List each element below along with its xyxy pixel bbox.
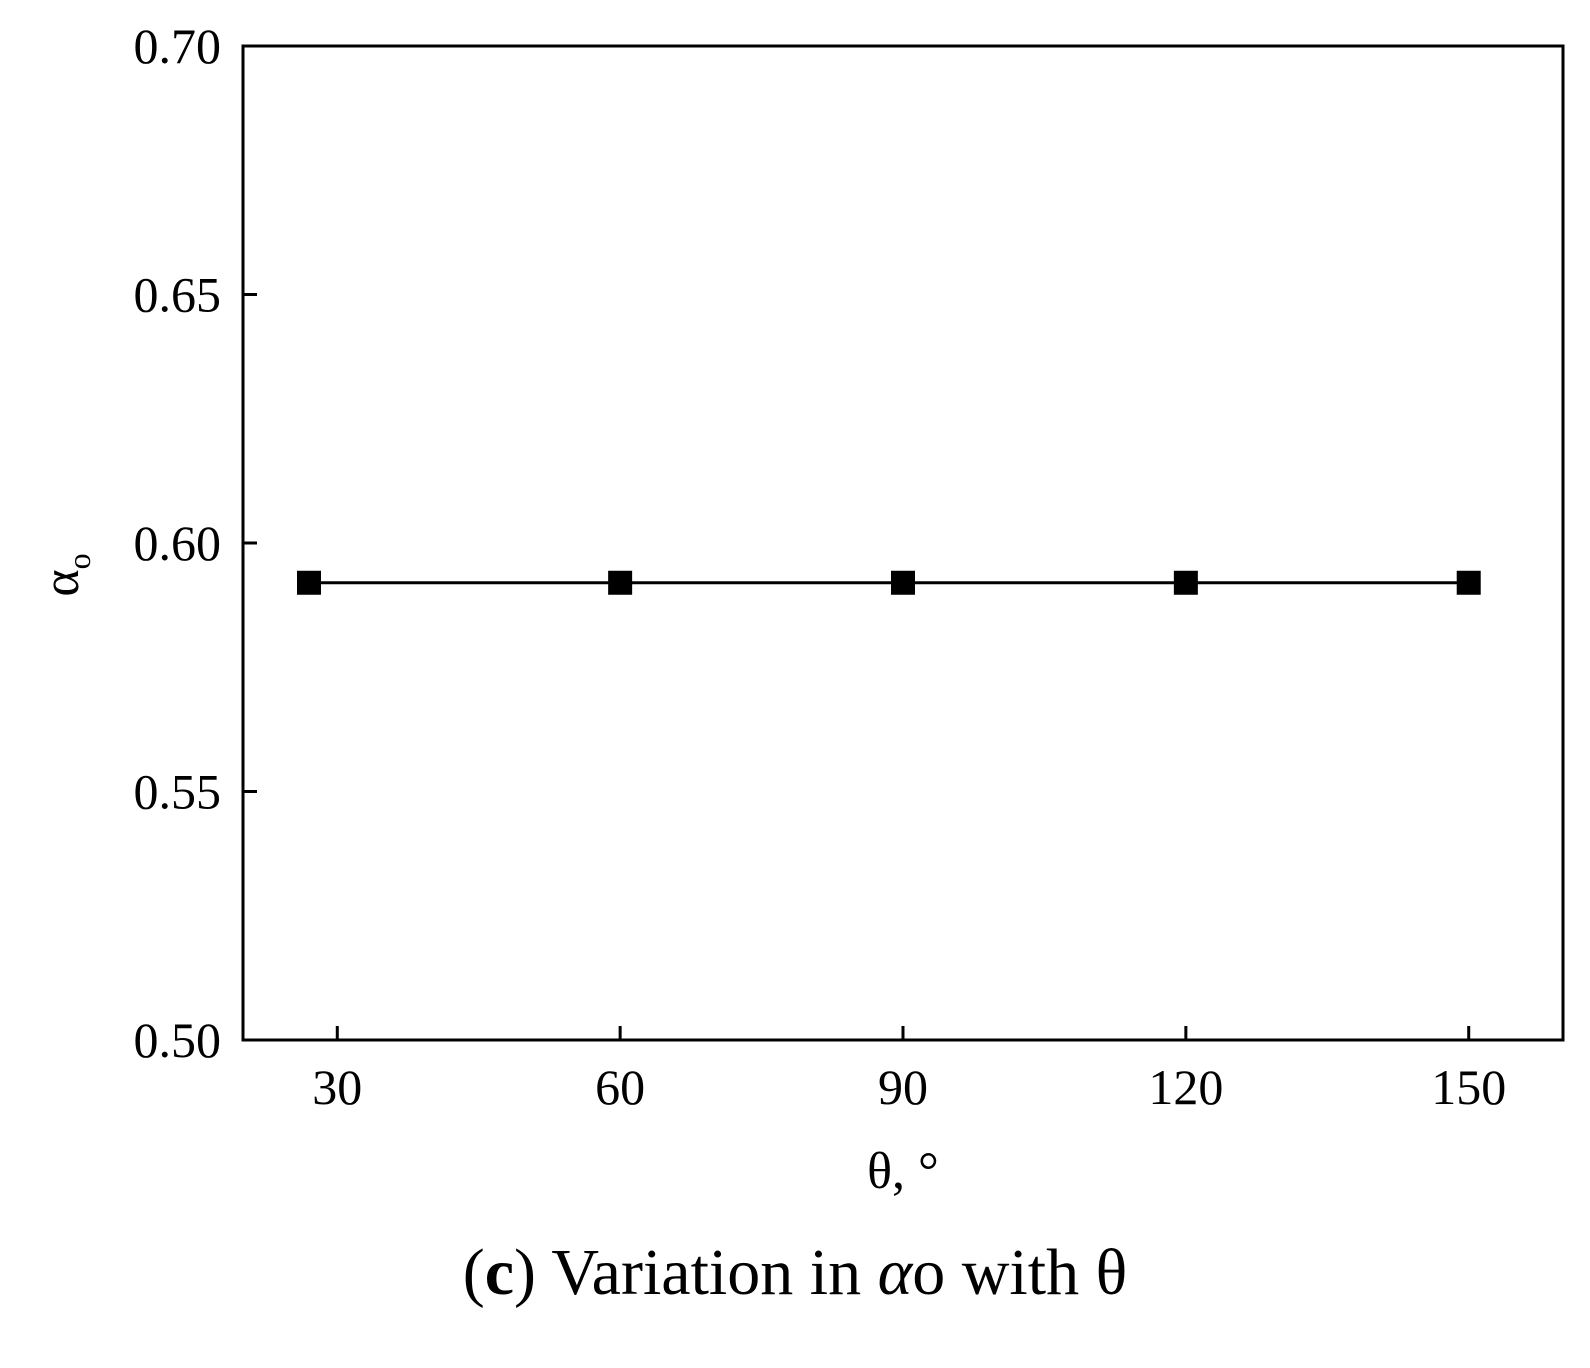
- caption-letter: c: [484, 1236, 515, 1309]
- caption-text-after: with θ: [945, 1236, 1128, 1309]
- y-axis-label: αo: [33, 553, 97, 596]
- y-tick-label: 0.60: [134, 515, 222, 571]
- y-axis-label-symbol: α: [33, 569, 90, 596]
- caption-close-paren: ): [514, 1236, 537, 1309]
- x-tick-label: 150: [1431, 1059, 1506, 1115]
- y-tick-label: 0.65: [134, 267, 222, 323]
- caption-open-paren: (: [462, 1236, 485, 1309]
- caption-symbol-subscript: o: [912, 1236, 946, 1309]
- figure-caption: (c) Variation in αo with θ: [0, 1235, 1590, 1311]
- x-tick-label: 60: [595, 1059, 645, 1115]
- plot-frame: [241, 44, 1565, 1042]
- series-group: [297, 570, 1481, 595]
- x-axis-ticks: 30 60 90 120 150: [312, 1026, 1506, 1115]
- y-tick-label: 0.50: [134, 1012, 222, 1068]
- y-tick-label: 0.70: [134, 18, 222, 74]
- data-point: [608, 570, 633, 595]
- y-axis-label-subscript: o: [61, 553, 97, 569]
- data-point: [1173, 570, 1198, 595]
- data-point: [297, 570, 321, 595]
- x-tick-label: 120: [1148, 1059, 1223, 1115]
- data-point: [891, 570, 915, 595]
- y-axis-ticks: 0.50 0.55 0.60 0.65 0.70: [134, 18, 257, 1068]
- x-tick-label: 90: [878, 1059, 928, 1115]
- data-point: [1456, 570, 1481, 595]
- x-axis-label: θ, °: [867, 1143, 939, 1200]
- caption-text-before: Variation in: [536, 1236, 878, 1309]
- caption-symbol: α: [877, 1236, 913, 1309]
- x-tick-label: 30: [312, 1059, 362, 1115]
- y-tick-label: 0.55: [134, 764, 222, 820]
